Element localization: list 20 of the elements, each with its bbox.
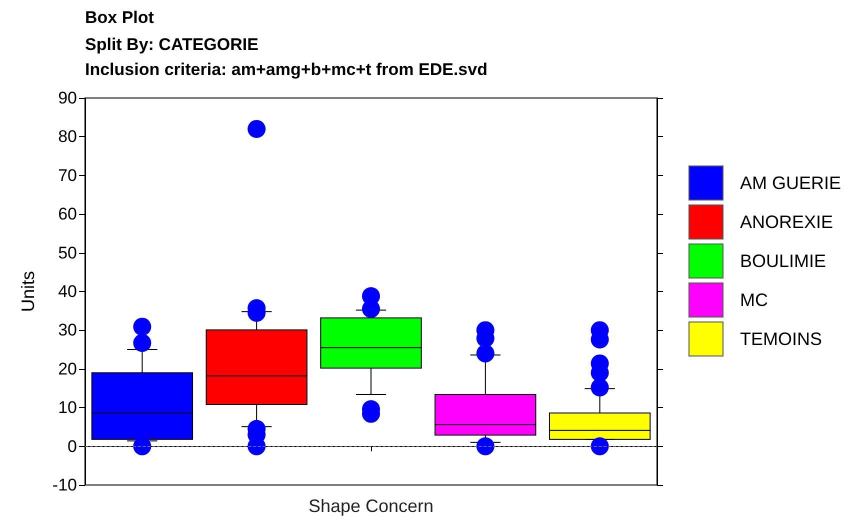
chart-title: Box Plot <box>85 8 154 27</box>
y-tick-label: 70 <box>58 166 77 185</box>
y-tick-label: 90 <box>58 88 77 108</box>
legend-label: MC <box>740 290 768 310</box>
y-tick-label: 40 <box>58 282 77 301</box>
legend-label: AM GUERIE <box>740 173 842 193</box>
y-tick-label: 10 <box>58 398 77 418</box>
y-tick-label: 20 <box>58 359 77 378</box>
y-tick-label: 60 <box>58 204 77 224</box>
legend-label: TEMOINS <box>740 329 822 349</box>
y-tick-label: 0 <box>68 436 77 456</box>
y-axis-title: Units <box>18 270 38 312</box>
y-tick-label: 80 <box>58 127 77 146</box>
x-tick-label: Shape Concern <box>308 496 434 516</box>
chart-subtitle: Split By: CATEGORIE Inclusion criteria: am+amg+b+mc+t from EDE.svd <box>85 35 488 79</box>
y-tick-label: -10 <box>52 476 77 494</box>
legend-label: BOULIMIE <box>740 251 826 271</box>
y-tick-label: 50 <box>58 243 77 262</box>
legend-label: ANOREXIE <box>740 212 834 232</box>
y-tick-label: 30 <box>58 320 77 340</box>
